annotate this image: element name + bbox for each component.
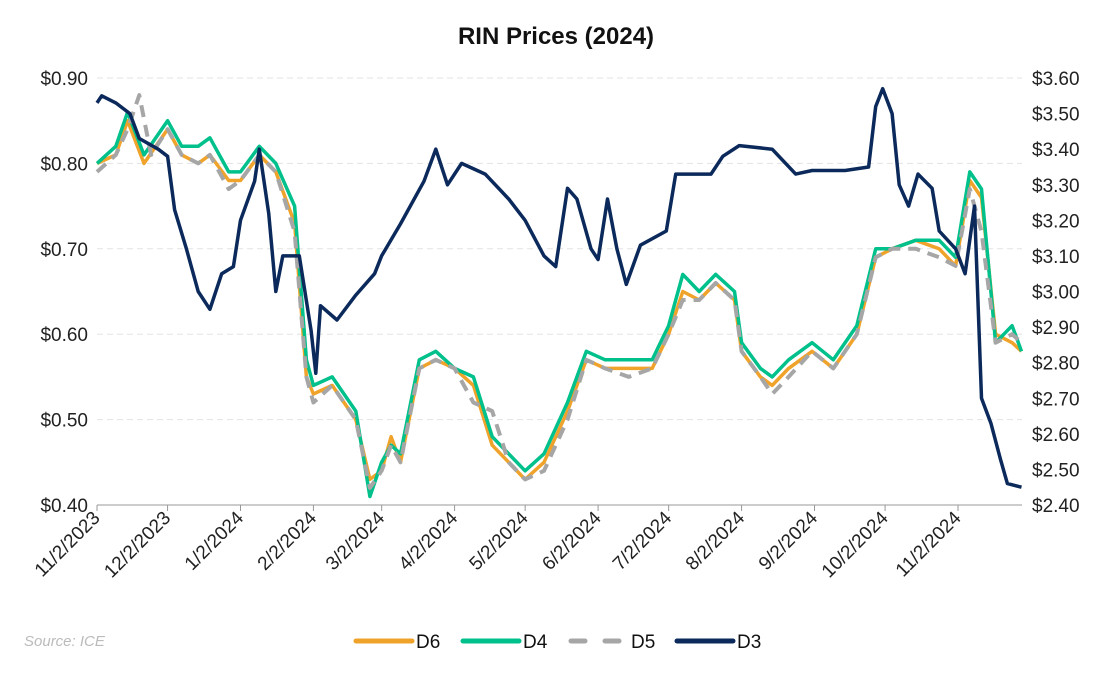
series-line-d4 — [95, 110, 1024, 499]
series-line-d5 — [95, 93, 1023, 490]
right-tick-label: $2.50 — [1032, 460, 1080, 481]
right-tick-label: $3.60 — [1032, 69, 1080, 90]
left-tick-label: $0.70 — [40, 240, 88, 261]
x-tick-label: 10/2/2024 — [818, 507, 893, 582]
left-tick-label: $0.40 — [40, 496, 88, 517]
left-axis: $0.40 $0.50 $0.60 $0.70 $0.80 $0.90 — [40, 69, 88, 517]
series-line-d3 — [95, 86, 1022, 489]
chart-title: RIN Prices (2024) — [458, 23, 654, 50]
right-tick-label: $2.60 — [1032, 425, 1080, 446]
left-tick-label: $0.50 — [40, 411, 88, 432]
legend-label-d6: D6 — [416, 632, 440, 653]
left-tick-label: $0.80 — [40, 154, 88, 175]
right-tick-label: $3.50 — [1032, 105, 1080, 126]
left-tick-label: $0.60 — [40, 325, 88, 346]
x-tick-label: 11/2/2023 — [31, 508, 105, 582]
legend: D6 D4 D5 D3 — [353, 632, 761, 653]
right-axis: $2.40 $2.50 $2.60 $2.70 $2.80 $2.90 $3.00 $3.10… — [1032, 69, 1080, 517]
x-tick-label: 4/2/2024 — [395, 507, 462, 574]
x-tick-label: 7/2/2024 — [609, 507, 676, 574]
right-tick-label: $3.20 — [1032, 211, 1080, 232]
x-tick-label: 8/2/2024 — [682, 507, 749, 574]
legend-label-d4: D4 — [523, 632, 548, 653]
x-tick-label: 9/2/2024 — [755, 507, 822, 574]
legend-label-d5: D5 — [631, 632, 655, 653]
x-tick-label: 2/2/2024 — [254, 507, 321, 574]
x-tick-label: 11/2/2024 — [892, 507, 966, 581]
right-tick-label: $3.30 — [1032, 176, 1080, 197]
x-tick-label: 12/2/2023 — [100, 508, 175, 583]
right-tick-label: $2.90 — [1032, 318, 1080, 339]
right-tick-label: $3.00 — [1032, 283, 1080, 304]
x-tick-label: 3/2/2024 — [322, 507, 389, 574]
x-tick-label: 1/2/2024 — [181, 507, 248, 574]
x-tick-label: 5/2/2024 — [466, 507, 533, 574]
right-tick-label: $3.40 — [1032, 140, 1080, 161]
legend-label-d3: D3 — [737, 632, 761, 653]
series-lines — [95, 86, 1024, 499]
source-note: Source: ICE — [24, 633, 106, 650]
left-tick-label: $0.90 — [40, 69, 88, 90]
x-tick-label: 6/2/2024 — [538, 507, 605, 574]
right-tick-label: $2.80 — [1032, 354, 1080, 375]
series-line-d6 — [96, 118, 1023, 482]
right-tick-label: $2.40 — [1032, 496, 1080, 517]
right-tick-label: $3.10 — [1032, 247, 1080, 268]
right-tick-label: $2.70 — [1032, 389, 1080, 410]
